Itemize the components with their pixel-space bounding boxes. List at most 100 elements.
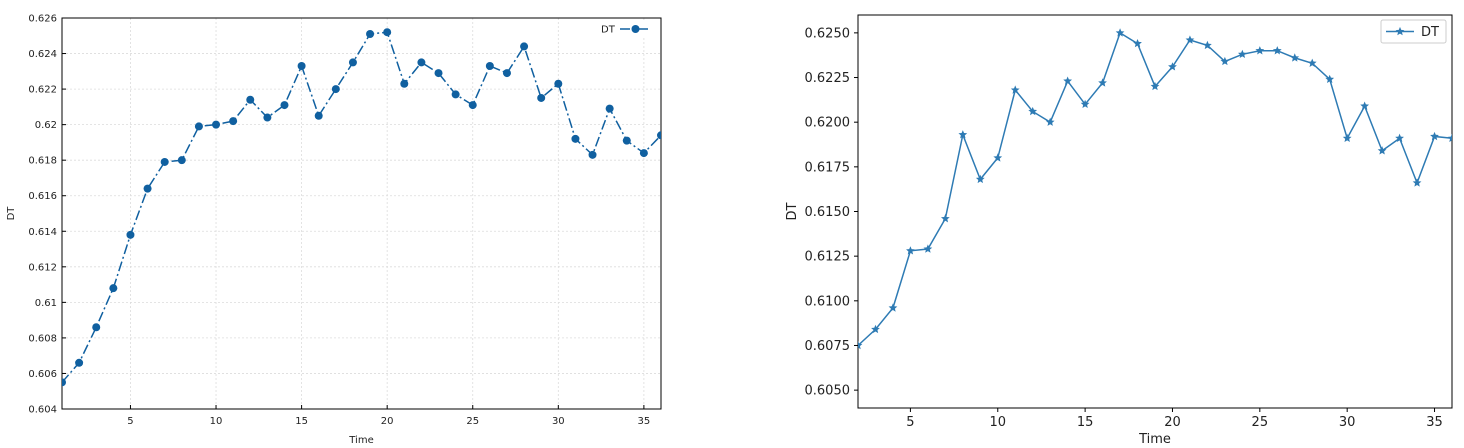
y-tick-label: 0.622 [28, 85, 57, 96]
data-point [1237, 49, 1247, 59]
x-tick-label: 30 [1339, 415, 1356, 430]
data-point [554, 79, 563, 88]
y-tick-label: 0.6125 [805, 250, 851, 265]
y-tick-label: 0.624 [28, 49, 57, 60]
data-point [1098, 78, 1107, 87]
data-point [297, 61, 306, 70]
data-point [1430, 131, 1439, 141]
data-point [383, 28, 392, 37]
data-point [75, 358, 84, 367]
data-point [858, 340, 863, 350]
data-point [348, 58, 357, 67]
x-tick-label: 35 [1426, 415, 1443, 430]
y-tick-label: 0.62 [35, 120, 57, 131]
data-point [993, 153, 1003, 162]
series-line-dt [62, 31, 661, 383]
x-axis-label: Time [1138, 432, 1171, 447]
data-point [1447, 133, 1452, 142]
y-tick-label: 0.612 [28, 262, 57, 273]
data-point [246, 95, 255, 104]
data-point [520, 42, 529, 51]
y-tick-label: 0.6050 [805, 384, 851, 399]
data-point [1133, 38, 1142, 48]
y-axis-label: DT [785, 202, 800, 220]
y-tick-label: 0.618 [28, 156, 57, 167]
data-point [331, 85, 340, 94]
data-point [1377, 146, 1387, 155]
data-point [1220, 56, 1230, 66]
data-point [1203, 40, 1212, 50]
x-tick-label: 20 [1164, 415, 1181, 430]
data-point [502, 69, 511, 78]
y-tick-label: 0.6250 [805, 26, 851, 41]
plot-frame [61, 17, 662, 410]
data-point [1028, 106, 1038, 116]
data-point [923, 244, 933, 253]
y-tick-label: 0.6175 [805, 160, 851, 175]
x-tick-label: 10 [989, 415, 1006, 430]
data-point [177, 156, 186, 165]
data-point [1080, 99, 1090, 109]
data-point [1115, 28, 1125, 37]
data-point [451, 90, 460, 99]
data-point [1325, 74, 1335, 84]
y-tick-label: 0.604 [28, 405, 57, 416]
data-point [1272, 46, 1282, 55]
data-point [485, 61, 494, 70]
data-point [1412, 178, 1422, 187]
data-point [1255, 46, 1265, 55]
x-tick-label: 10 [210, 416, 223, 427]
legend-marker [631, 25, 640, 33]
data-point [1307, 58, 1317, 67]
data-point [940, 214, 950, 223]
data-point [314, 111, 323, 120]
y-tick-label: 0.608 [28, 333, 57, 344]
data-point [1168, 62, 1177, 71]
data-point [280, 101, 289, 110]
plot-area [62, 28, 661, 387]
x-tick-label: 25 [1252, 415, 1269, 430]
y-tick-label: 0.6200 [805, 116, 851, 131]
data-point [263, 113, 272, 122]
legend-label: DT [601, 25, 616, 36]
x-tick-label: 5 [906, 415, 914, 430]
data-point [958, 130, 968, 139]
y-tick-label: 0.6150 [805, 205, 851, 220]
x-tick-label: 30 [552, 416, 565, 427]
series-line-dt [858, 31, 1452, 347]
data-point [109, 284, 118, 293]
data-point [537, 93, 546, 102]
data-point [1360, 101, 1370, 110]
data-point [1150, 81, 1160, 91]
data-point [143, 184, 152, 193]
data-point [1010, 85, 1020, 94]
data-point [92, 323, 101, 332]
x-tick-label: 20 [381, 416, 394, 427]
y-tick-label: 0.6075 [805, 339, 851, 354]
x-tick-label: 5 [127, 416, 133, 427]
data-point [212, 120, 221, 129]
data-point [906, 246, 915, 255]
chart-left: 0.604 0.606 0.608 0.61 0.612 0.614 0.616 0.618 0… [6, 14, 662, 446]
data-point [571, 134, 580, 143]
data-point [588, 150, 597, 159]
y-axis-label: DT [6, 206, 17, 221]
legend-label: DT [1421, 25, 1439, 40]
data-point [888, 303, 898, 312]
data-point [126, 230, 135, 239]
y-tick-label: 0.606 [28, 369, 57, 380]
x-tick-label: 25 [466, 416, 479, 427]
data-point [1045, 117, 1055, 126]
data-point [1290, 53, 1300, 62]
data-point [400, 79, 409, 88]
x-tick-label: 15 [295, 416, 308, 427]
data-point [1063, 76, 1073, 85]
chart-right: 0.6050 0.6075 0.6100 0.6125 0.6150 0.6175 0.62… [785, 14, 1453, 447]
data-point [468, 101, 477, 110]
data-point [366, 29, 375, 38]
x-axis-label: Time [348, 435, 373, 446]
data-point [229, 117, 238, 126]
x-tick-label: 35 [638, 416, 651, 427]
x-tick-label: 15 [1077, 415, 1094, 430]
